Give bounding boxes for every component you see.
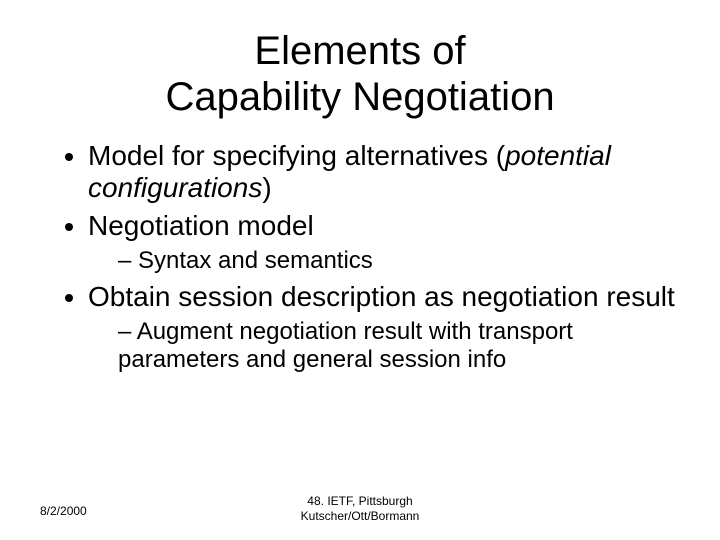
bullet-2: Negotiation model Syntax and semantics — [88, 210, 680, 275]
slide: Elements of Capability Negotiation Model… — [0, 0, 720, 540]
footer-center-line-2: Kutscher/Ott/Bormann — [301, 509, 420, 523]
bullet-3-sublist: Augment negotiation result with transpor… — [88, 318, 680, 376]
bullet-list: Model for specifying alternatives (poten… — [40, 140, 680, 375]
bullet-3-sub-1: Augment negotiation result with transpor… — [118, 318, 680, 376]
footer-center: 48. IETF, Pittsburgh Kutscher/Ott/Borman… — [0, 494, 720, 524]
bullet-3: Obtain session description as negotiatio… — [88, 281, 680, 375]
bullet-2-text: Negotiation model — [88, 210, 314, 241]
bullet-3-sub-1-text: Augment negotiation result with transpor… — [118, 318, 573, 374]
title-line-1: Elements of — [254, 29, 465, 73]
bullet-2-sublist: Syntax and semantics — [88, 247, 680, 276]
slide-title: Elements of Capability Negotiation — [0, 0, 720, 130]
slide-body: Model for specifying alternatives (poten… — [0, 140, 720, 375]
bullet-1-pre: Model for specifying alternatives ( — [88, 140, 505, 171]
title-line-2: Capability Negotiation — [165, 75, 554, 119]
footer-center-line-1: 48. IETF, Pittsburgh — [307, 494, 412, 508]
bullet-3-text: Obtain session description as negotiatio… — [88, 281, 675, 312]
bullet-1: Model for specifying alternatives (poten… — [88, 140, 680, 204]
bullet-2-sub-1-text: Syntax and semantics — [138, 247, 373, 274]
bullet-1-post: ) — [262, 172, 271, 203]
bullet-2-sub-1: Syntax and semantics — [118, 247, 680, 276]
